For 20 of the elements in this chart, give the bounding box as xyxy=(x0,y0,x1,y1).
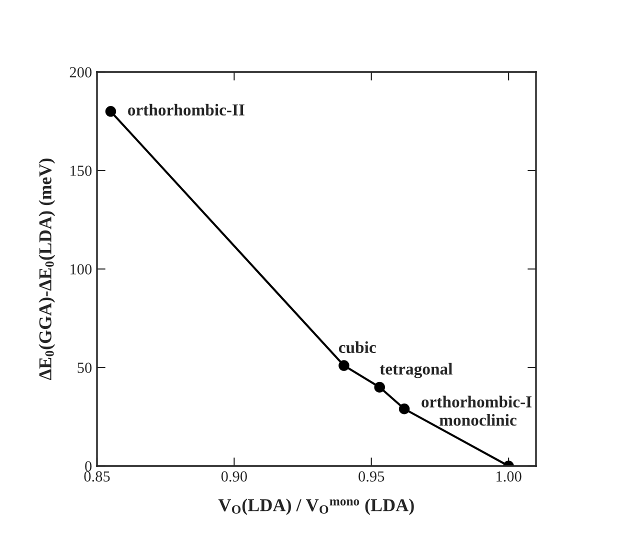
annotation: cubic xyxy=(338,341,376,354)
y-tick-label: 200 xyxy=(70,67,92,78)
x-tick-label: 1.00 xyxy=(496,471,522,482)
annotation: monoclinic xyxy=(440,414,516,426)
x-axis-title: V$_{O}$(LDA) / V$_{O}$$^{mono}$ (LDA) xyxy=(218,498,414,515)
y-tick-label: 50 xyxy=(78,362,92,373)
x-tick-label: 0.90 xyxy=(221,471,247,482)
point xyxy=(398,403,410,414)
point xyxy=(374,382,385,393)
y-tick-label: 100 xyxy=(70,264,92,274)
annotation: orthorhombic-I xyxy=(422,396,532,408)
annotation: orthorhombic-II xyxy=(128,104,244,116)
y-axis-title: ΔE$_{0}$(GGA)-ΔE$_{0}$(LDA) (meV) xyxy=(38,158,56,380)
x-tick-label: 0.95 xyxy=(358,471,384,482)
point xyxy=(105,106,116,117)
y-tick-label: 0 xyxy=(85,461,92,472)
x-tick-label: 0.85 xyxy=(84,471,110,482)
annotation: tetragonal xyxy=(380,362,452,378)
point xyxy=(338,360,350,371)
y-tick-label: 150 xyxy=(70,166,92,176)
